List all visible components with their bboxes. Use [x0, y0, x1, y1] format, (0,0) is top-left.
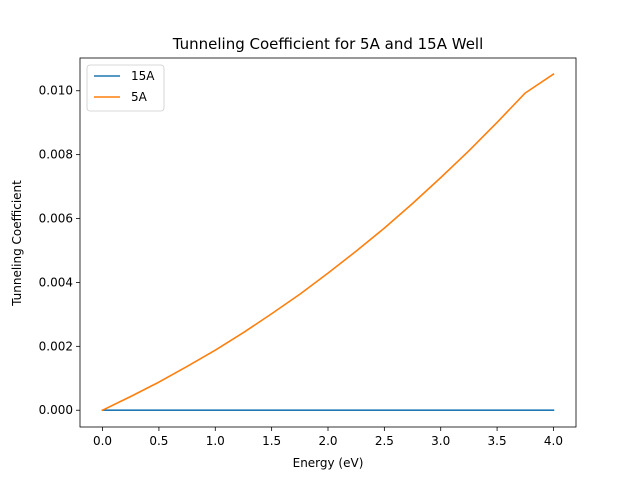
axes: 0.0 0.5 1.0 1.5 2.0 2.5 3.0 3.5 4.0 0.000 0.002 0.0…	[39, 57, 577, 448]
y-tick-label: 0.000	[39, 403, 73, 417]
y-tick-label: 0.008	[39, 148, 73, 162]
y-tick-label: 0.006	[39, 212, 73, 226]
x-tick-label: 0.5	[149, 434, 168, 448]
legend: 15A 5A	[86, 64, 165, 112]
x-tick-label: 4.0	[544, 434, 563, 448]
x-axis-label: Energy (eV)	[293, 456, 364, 470]
y-tick-label: 0.002	[39, 339, 73, 353]
x-tick-label: 2.5	[375, 434, 394, 448]
y-tick-label: 0.004	[39, 275, 73, 289]
series-line-5a	[101, 73, 555, 412]
plot-area	[101, 73, 555, 412]
legend-label-15a: 15A	[131, 69, 155, 83]
y-tick-label: 0.010	[39, 84, 73, 98]
x-tick-label: 2.0	[318, 434, 337, 448]
x-tick-label: 3.5	[488, 434, 507, 448]
chart-title: Tunneling Coefficient for 5A and 15A Wel…	[172, 35, 484, 53]
x-tick-label: 0.0	[93, 434, 112, 448]
x-tick-label: 1.0	[206, 434, 225, 448]
y-axis-label: Tunneling Coefficient	[10, 180, 24, 307]
x-tick-label: 1.5	[262, 434, 281, 448]
x-tick-label: 3.0	[431, 434, 450, 448]
legend-label-5a: 5A	[131, 90, 148, 104]
